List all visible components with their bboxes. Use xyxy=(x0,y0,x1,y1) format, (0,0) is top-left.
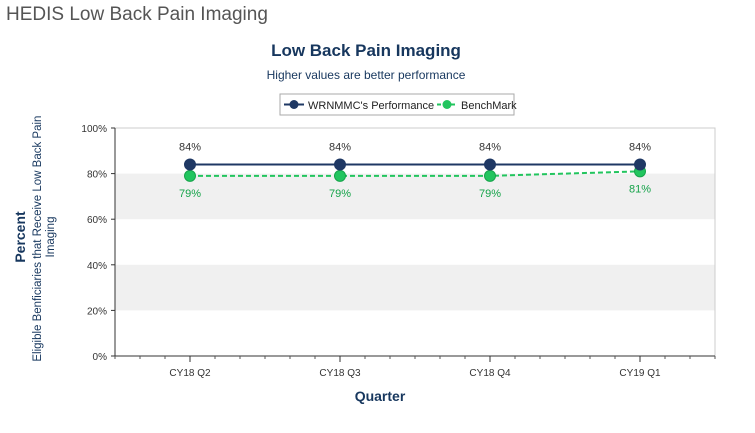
legend: WRNMMC's Performance BenchMark xyxy=(279,93,517,116)
x-tick-label: CY18 Q4 xyxy=(469,368,511,379)
data-point xyxy=(484,169,496,182)
data-point xyxy=(634,158,646,171)
legend-swatch-marker xyxy=(289,100,299,109)
page-header: HEDIS Low Back Pain Imaging xyxy=(6,4,268,25)
legend-label: WRNMMC's Performance xyxy=(308,100,434,112)
y-tick-label: 0% xyxy=(93,352,108,363)
grid-band xyxy=(115,264,715,311)
data-point xyxy=(334,169,346,182)
y-axis-label: Percent xyxy=(12,211,28,263)
x-tick-label: CY18 Q2 xyxy=(169,368,211,379)
chart-subtitle: Higher values are better performance xyxy=(267,68,466,82)
y-tick-label: 100% xyxy=(81,124,107,135)
y-tick-label: 40% xyxy=(87,261,107,272)
x-axis-label: Quarter xyxy=(355,388,406,404)
y-tick-label: 80% xyxy=(87,170,107,181)
legend-box xyxy=(279,93,515,116)
x-tick-label: CY19 Q1 xyxy=(619,368,661,379)
series-line xyxy=(190,170,641,177)
x-tick-label: CY18 Q3 xyxy=(319,368,361,379)
data-label: 79% xyxy=(179,188,201,200)
y-axis-secondary-label: Eligible Benficiaries that Receive Low B… xyxy=(32,112,57,361)
y-axis-secondary-label-line1: Eligible Benficiaries that Receive Low B… xyxy=(32,116,44,362)
data-label: 81% xyxy=(629,183,651,195)
y-tick-label: 20% xyxy=(87,306,107,317)
data-label: 79% xyxy=(479,188,501,200)
legend-swatch-marker xyxy=(442,100,452,109)
y-axis-secondary-label-line2: Imaging xyxy=(45,217,57,258)
data-label: 84% xyxy=(629,141,651,153)
data-point xyxy=(334,158,346,171)
grid-band xyxy=(115,173,715,220)
data-point xyxy=(184,158,196,171)
data-point xyxy=(184,169,196,182)
data-label: 84% xyxy=(479,141,501,153)
data-label: 79% xyxy=(329,188,351,200)
legend-label: BenchMark xyxy=(461,100,517,112)
chart-title: Low Back Pain Imaging xyxy=(271,41,461,60)
data-label: 84% xyxy=(329,141,351,153)
data-label: 84% xyxy=(179,141,201,153)
plot-area-border xyxy=(114,127,716,357)
data-point xyxy=(484,158,496,171)
y-tick-label: 60% xyxy=(87,215,107,226)
